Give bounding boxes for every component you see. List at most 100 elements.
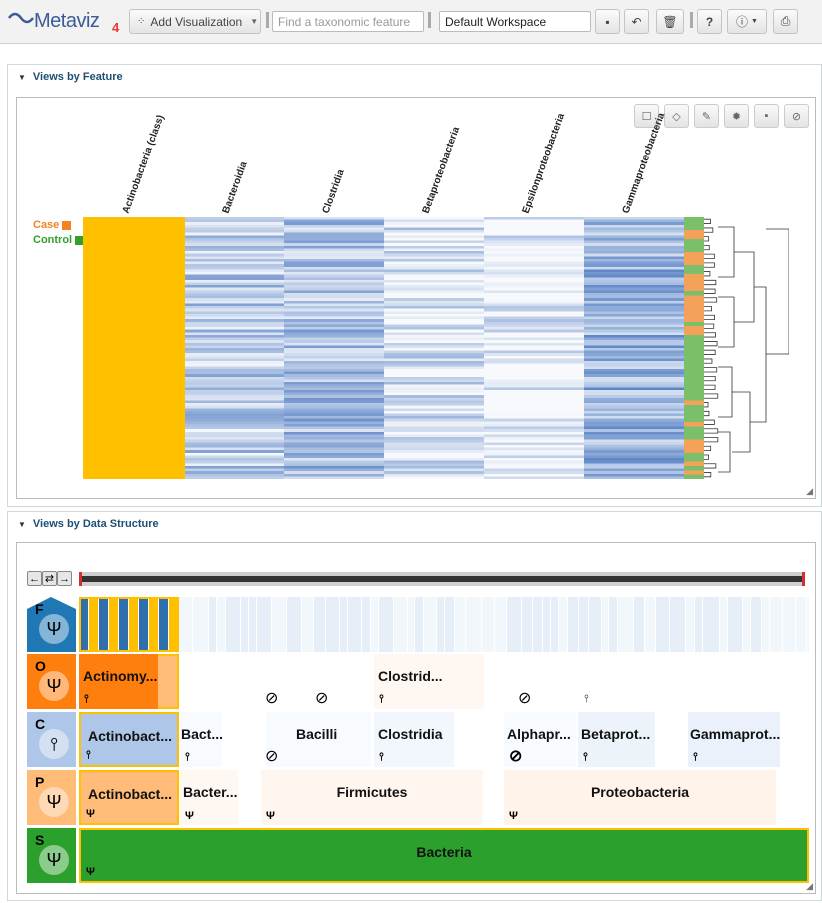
class-node-bacilli[interactable]: Bacilli: [266, 712, 371, 767]
family-node[interactable]: [656, 597, 669, 652]
family-node[interactable]: [645, 597, 655, 652]
family-node[interactable]: [445, 597, 454, 652]
color-picker-button[interactable]: ◇: [664, 104, 689, 128]
heatmap-column-bacteroidia[interactable]: [185, 217, 284, 479]
family-node[interactable]: [602, 597, 608, 652]
settings-button[interactable]: ✹: [724, 104, 749, 128]
family-node[interactable]: [437, 597, 444, 652]
family-node[interactable]: [609, 597, 617, 652]
superkingdom-node-bacteria[interactable]: Bacteria Ψ: [79, 828, 809, 883]
family-node[interactable]: [720, 597, 727, 652]
family-node[interactable]: [129, 597, 138, 652]
order-node-small[interactable]: [158, 654, 179, 709]
family-node[interactable]: [533, 597, 542, 652]
family-node[interactable]: [394, 597, 407, 652]
family-node[interactable]: [634, 597, 644, 652]
family-node[interactable]: [362, 597, 370, 652]
family-node[interactable]: [99, 597, 108, 652]
level-phylum[interactable]: P Ψ: [27, 770, 76, 825]
family-node[interactable]: [482, 597, 494, 652]
family-node[interactable]: [762, 597, 769, 652]
phylum-node-firmicutes[interactable]: Firmicutes Ψ: [261, 770, 483, 825]
family-node[interactable]: [257, 597, 271, 652]
class-node-gammaproteobacteria[interactable]: Gammaprot... ⫯: [688, 712, 780, 767]
comment-button[interactable]: ☐: [634, 104, 659, 128]
info-menu-button[interactable]: ⓘ ▼: [727, 9, 767, 34]
family-node[interactable]: [770, 597, 782, 652]
family-node[interactable]: [424, 597, 436, 652]
heatmap-column-betaproteobacteria[interactable]: [384, 217, 484, 479]
reset-button[interactable]: ⇄: [42, 571, 57, 586]
family-node[interactable]: [314, 597, 325, 652]
family-node[interactable]: [807, 597, 809, 652]
family-node[interactable]: [348, 597, 361, 652]
help-button[interactable]: ?: [697, 9, 722, 34]
family-node[interactable]: [89, 597, 98, 652]
heatmap-column-actinobacteria[interactable]: [83, 217, 185, 479]
delete-workspace-button[interactable]: 🗑: [656, 9, 684, 34]
class-node-clostridia[interactable]: Clostridia ⫯: [374, 712, 454, 767]
family-node[interactable]: [272, 597, 286, 652]
undo-button[interactable]: ↶: [624, 9, 649, 34]
scroll-right-button[interactable]: →: [57, 571, 72, 586]
family-node[interactable]: [226, 597, 240, 652]
range-handle-left[interactable]: [79, 572, 82, 586]
family-node[interactable]: [455, 597, 465, 652]
phylum-node-actinobacteria[interactable]: Actinobact... Ψ: [79, 770, 179, 825]
family-node[interactable]: [703, 597, 719, 652]
phylum-node-bacteroidetes[interactable]: Bacter... Ψ: [180, 770, 238, 825]
workspace-name-input[interactable]: [439, 11, 591, 32]
family-node[interactable]: [695, 597, 702, 652]
family-node[interactable]: [249, 597, 256, 652]
family-node[interactable]: [728, 597, 742, 652]
save-chart-button[interactable]: ▪: [754, 104, 779, 128]
family-node[interactable]: [559, 597, 567, 652]
family-node[interactable]: [568, 597, 578, 652]
family-node[interactable]: [466, 597, 481, 652]
family-node[interactable]: [139, 597, 148, 652]
order-node-clostridiales[interactable]: Clostrid... ⫯: [374, 654, 484, 709]
family-node[interactable]: [522, 597, 532, 652]
resize-handle-icon[interactable]: ◢: [806, 486, 813, 496]
family-node[interactable]: [179, 597, 192, 652]
family-node[interactable]: [408, 597, 414, 652]
order-node-actinomycetales[interactable]: Actinomy... ⫯: [79, 654, 158, 709]
family-node[interactable]: [543, 597, 550, 652]
level-class[interactable]: C ⫯: [27, 712, 76, 767]
phylum-node-proteobacteria[interactable]: Proteobacteria Ψ: [504, 770, 776, 825]
range-slider[interactable]: [79, 572, 805, 586]
family-node[interactable]: [169, 597, 178, 652]
family-node[interactable]: [340, 597, 347, 652]
class-node-alphaproteobacteria[interactable]: Alphapr... ⊘: [504, 712, 576, 767]
close-chart-button[interactable]: ⊘: [784, 104, 809, 128]
resize-handle-icon[interactable]: ◢: [806, 881, 813, 891]
heatmap-column-epsilonproteobacteria[interactable]: [484, 217, 584, 479]
level-family[interactable]: F Ψ: [27, 597, 76, 652]
level-order[interactable]: O Ψ: [27, 654, 76, 709]
family-node[interactable]: [415, 597, 423, 652]
family-node[interactable]: [551, 597, 558, 652]
save-workspace-button[interactable]: ▪: [595, 9, 620, 34]
range-handle-right[interactable]: [802, 572, 805, 586]
family-node[interactable]: [371, 597, 378, 652]
family-node[interactable]: [287, 597, 301, 652]
family-node[interactable]: [159, 597, 168, 652]
family-node[interactable]: [589, 597, 601, 652]
family-node[interactable]: [751, 597, 761, 652]
heatmap-column-clostridia[interactable]: [284, 217, 384, 479]
family-node[interactable]: [119, 597, 128, 652]
feature-search-input[interactable]: [272, 11, 424, 32]
level-superkingdom[interactable]: S Ψ: [27, 828, 76, 883]
class-node-betaproteobacteria[interactable]: Betaprot... ⫯: [578, 712, 655, 767]
family-node[interactable]: [379, 597, 393, 652]
family-node[interactable]: [686, 597, 694, 652]
family-node[interactable]: [79, 597, 88, 652]
add-visualization-button[interactable]: ⁘ Add Visualization ▼: [129, 9, 261, 34]
family-node[interactable]: [149, 597, 158, 652]
family-node[interactable]: [783, 597, 795, 652]
heatmap-column-gammaproteobacteria[interactable]: [584, 217, 684, 479]
family-node[interactable]: [209, 597, 216, 652]
structure-panel-header[interactable]: ▼ Views by Data Structure: [8, 512, 821, 536]
family-node[interactable]: [217, 597, 225, 652]
feature-panel-header[interactable]: ▼ Views by Feature: [8, 65, 821, 89]
